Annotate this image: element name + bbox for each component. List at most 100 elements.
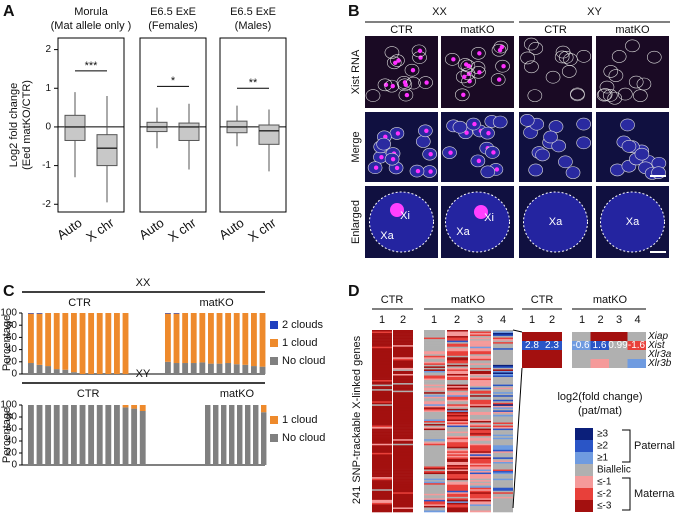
legend-label: ≤-2 [597, 489, 612, 500]
y-tick-label: 40 [6, 344, 18, 355]
legend-swatch [575, 500, 593, 512]
heatmap-cell [493, 422, 513, 425]
heatmap-cell [493, 452, 513, 455]
chart-title: XX [136, 277, 151, 289]
heatmap-cell [493, 495, 513, 498]
heatmap-cell [372, 469, 392, 472]
xist-cloud [410, 68, 416, 73]
box [258, 124, 280, 145]
heatmap-cell [424, 386, 445, 388]
heatmap-cell [493, 372, 513, 375]
heatmap-cell [470, 433, 491, 435]
heatmap-cell [470, 417, 491, 420]
heatmap-cell [424, 498, 445, 501]
heatmap-cell [372, 424, 392, 426]
micrograph [519, 36, 592, 108]
heatmap-cell [393, 380, 413, 382]
legend-label: 1 cloud [282, 414, 317, 426]
heatmap-cell [424, 369, 445, 372]
zoom-cell [522, 341, 542, 350]
heatmap-cell [493, 460, 513, 463]
heatmap-cell [424, 448, 445, 451]
heatmap-cell [393, 484, 413, 487]
heatmap-cell [424, 413, 445, 416]
heatmap-cell [393, 364, 413, 367]
heatmap-cell [470, 483, 491, 485]
bar-segment [71, 313, 77, 373]
xist-cloud [474, 205, 488, 219]
heatmap-cell [393, 437, 413, 440]
heatmap-cell [393, 404, 413, 407]
heatmap-cell [393, 431, 413, 434]
heatmap-cell [470, 472, 491, 475]
bar-segment [165, 361, 171, 374]
bar-segment [242, 364, 249, 374]
heatmap-cell [493, 424, 513, 426]
heatmap-cell [372, 396, 392, 399]
heatmap-cell [393, 340, 413, 343]
heatmap-cell [470, 439, 491, 442]
heatmap-cell [447, 366, 468, 369]
heatmap-cell [470, 386, 491, 388]
heatmap-cell [372, 502, 392, 505]
heatmap-cell [424, 469, 445, 472]
legend-bracket [622, 477, 631, 511]
heatmap-cell [470, 410, 491, 413]
panel-label: D [348, 283, 360, 300]
xist-cloud [393, 60, 398, 65]
heatmap-cell [493, 383, 513, 385]
heatmap-cell [424, 433, 445, 435]
xist-cloud [466, 63, 472, 69]
heatmap-cell [393, 355, 413, 358]
heatmap-cell [372, 348, 392, 351]
heatmap-cell [393, 483, 413, 485]
heatmap-cell [393, 499, 413, 502]
nucleus-label: Xa [380, 230, 394, 242]
heatmap-cell [372, 357, 392, 360]
bar-segment [165, 313, 171, 314]
nucleus-outline [633, 89, 648, 102]
gene-label: Xlr3a [647, 349, 672, 360]
heatmap-cell [393, 395, 413, 398]
heatmap-cell [424, 424, 445, 426]
legend-title: (pat/mat) [578, 405, 622, 417]
heatmap-cell [424, 421, 445, 423]
heatmap-cell [470, 454, 491, 457]
heatmap-cell [372, 422, 392, 425]
heatmap-cell [372, 466, 392, 469]
heatmap-cell [470, 422, 491, 425]
heatmap-cell [447, 431, 468, 434]
heatmap-cell [493, 373, 513, 376]
significance: *** [85, 60, 99, 72]
heatmap-cell [393, 373, 413, 376]
heatmap-cell [372, 448, 392, 451]
heatmap-cell [447, 343, 468, 346]
box [178, 122, 200, 141]
heatmap-cell [424, 367, 445, 370]
bar-segment [251, 313, 257, 367]
xist-cloud [467, 79, 472, 84]
heatmap-cell [470, 474, 491, 476]
heatmap-cell [372, 349, 392, 352]
heatmap-cell [493, 471, 513, 473]
heatmap-cell [424, 377, 445, 379]
heatmap-cell [372, 471, 392, 473]
heatmap-cell [447, 334, 468, 337]
heatmap-cell [470, 401, 491, 404]
heatmap-cell [393, 451, 413, 454]
nucleus-outline [411, 44, 427, 58]
heatmap-cell [470, 334, 491, 337]
heatmap-cell [424, 399, 445, 402]
zoom-cell [609, 332, 628, 341]
legend-swatch [575, 452, 593, 464]
heatmap-cell [424, 434, 445, 437]
heatmap-cell [470, 427, 491, 429]
heatmap-cell [424, 486, 445, 489]
heatmap-cell [470, 434, 491, 437]
nucleus-outline [628, 75, 644, 89]
heatmap-cell [424, 398, 445, 401]
nucleus-outline [404, 63, 420, 77]
heatmap-cell [493, 370, 513, 373]
heatmap-cell [372, 387, 392, 390]
heatmap-cell [372, 495, 392, 498]
